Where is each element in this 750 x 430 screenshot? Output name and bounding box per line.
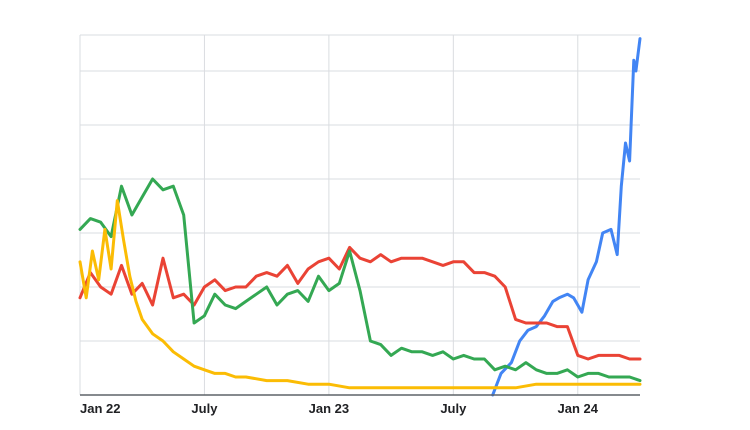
x-tick-label: Jan 24 xyxy=(558,401,599,416)
gridlines xyxy=(79,34,640,395)
x-tick-label: July xyxy=(191,401,218,416)
x-tick-label: July xyxy=(440,401,467,416)
x-tick-labels: Jan 22 July Jan 23 July Jan 24 xyxy=(80,401,599,416)
series-line-3 xyxy=(78,177,642,383)
x-tick-label: Jan 23 xyxy=(309,401,349,416)
x-tick-label: Jan 22 xyxy=(80,401,120,416)
series-line-1 xyxy=(491,37,642,397)
series-line-2 xyxy=(78,245,642,361)
series-line-4 xyxy=(78,199,642,390)
series-layer xyxy=(78,37,642,397)
